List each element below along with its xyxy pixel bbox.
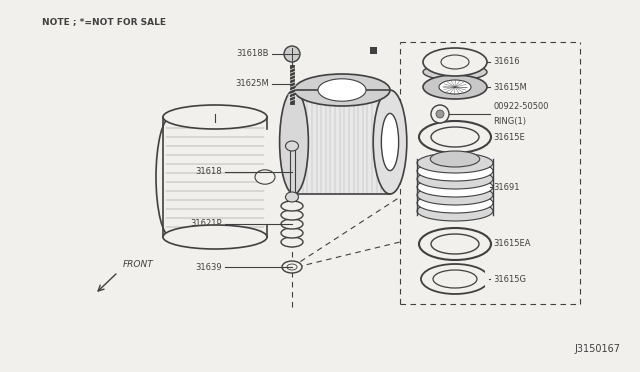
Bar xyxy=(294,90,390,194)
Text: 31625M: 31625M xyxy=(236,80,269,89)
Ellipse shape xyxy=(419,228,491,260)
Ellipse shape xyxy=(287,264,297,270)
Ellipse shape xyxy=(436,110,444,118)
Ellipse shape xyxy=(431,127,479,147)
Ellipse shape xyxy=(280,90,308,194)
Text: 31621P: 31621P xyxy=(190,219,222,228)
Ellipse shape xyxy=(281,237,303,247)
Ellipse shape xyxy=(285,192,298,202)
Ellipse shape xyxy=(423,75,487,99)
Ellipse shape xyxy=(431,234,479,254)
Bar xyxy=(163,117,267,237)
Ellipse shape xyxy=(417,161,493,181)
Ellipse shape xyxy=(417,193,493,213)
Ellipse shape xyxy=(439,80,471,94)
Ellipse shape xyxy=(255,170,275,184)
Ellipse shape xyxy=(282,261,302,273)
Ellipse shape xyxy=(419,121,491,153)
Ellipse shape xyxy=(430,151,480,167)
Ellipse shape xyxy=(417,169,493,189)
Ellipse shape xyxy=(285,141,298,151)
Text: NOTE ; *=NOT FOR SALE: NOTE ; *=NOT FOR SALE xyxy=(42,17,166,26)
Text: 31615M: 31615M xyxy=(493,83,527,92)
Ellipse shape xyxy=(281,210,303,220)
Ellipse shape xyxy=(417,201,493,221)
Text: 00922-50500: 00922-50500 xyxy=(493,102,548,111)
Ellipse shape xyxy=(441,55,469,69)
Ellipse shape xyxy=(318,79,366,101)
Ellipse shape xyxy=(417,177,493,197)
Text: 31615G: 31615G xyxy=(493,275,526,283)
Ellipse shape xyxy=(284,46,300,62)
Text: 31691: 31691 xyxy=(493,183,520,192)
Ellipse shape xyxy=(423,48,487,76)
Ellipse shape xyxy=(431,105,449,123)
Ellipse shape xyxy=(421,264,489,294)
Text: 31616: 31616 xyxy=(493,58,520,67)
Ellipse shape xyxy=(163,225,267,249)
Text: 31618: 31618 xyxy=(195,167,222,176)
Text: FRONT: FRONT xyxy=(123,260,154,269)
Ellipse shape xyxy=(294,74,390,106)
Text: 31615E: 31615E xyxy=(493,132,525,141)
Ellipse shape xyxy=(281,219,303,229)
Text: J3150167: J3150167 xyxy=(574,344,620,354)
Text: RING(1): RING(1) xyxy=(493,117,526,126)
Ellipse shape xyxy=(373,90,407,194)
Ellipse shape xyxy=(423,64,487,80)
Ellipse shape xyxy=(417,153,493,173)
Ellipse shape xyxy=(163,105,267,129)
Ellipse shape xyxy=(433,270,477,288)
Bar xyxy=(370,47,377,54)
Ellipse shape xyxy=(417,185,493,205)
Bar xyxy=(485,271,495,287)
Bar xyxy=(289,146,294,197)
Ellipse shape xyxy=(381,113,399,171)
Text: 31615EA: 31615EA xyxy=(493,240,531,248)
Ellipse shape xyxy=(281,228,303,238)
Text: 31618B: 31618B xyxy=(237,49,269,58)
Text: 31630: 31630 xyxy=(186,109,212,119)
Text: 31639: 31639 xyxy=(195,263,222,272)
Ellipse shape xyxy=(281,201,303,211)
